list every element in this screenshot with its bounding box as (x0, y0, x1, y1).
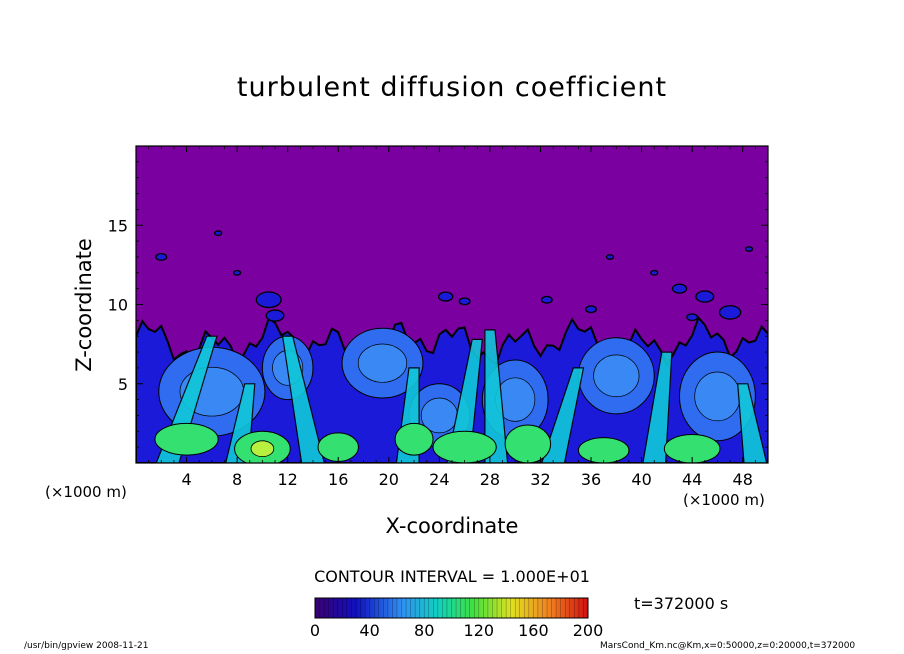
convective-cell-core (694, 371, 741, 422)
contour-interval-label: CONTOUR INTERVAL = 1.000E+01 (314, 567, 590, 586)
convective-cell-core (593, 354, 640, 398)
x-tick-label: 20 (379, 470, 399, 489)
turbulent-eddy (671, 283, 688, 294)
x-tick-label: 8 (232, 470, 242, 489)
turbulent-eddy (650, 269, 659, 276)
high-diffusion-patch (394, 422, 434, 456)
colorbar-stripes (319, 598, 584, 618)
colorbar-tick-label: 200 (573, 621, 604, 640)
chart-title: turbulent diffusion coefficient (236, 72, 668, 103)
colorbar-tick-label: 160 (518, 621, 549, 640)
x-tick-label: 40 (631, 470, 651, 489)
x-tick-label: 16 (328, 470, 348, 489)
x-unit-label-left: (×1000 m) (45, 483, 127, 501)
turbulent-eddy (437, 291, 454, 302)
x-tick-label: 24 (429, 470, 449, 489)
footer-right: MarsCond_Km.nc@Km,x=0:50000,z=0:20000,t=… (600, 641, 856, 651)
turbulent-eddy (718, 305, 742, 320)
y-tick-label: 15 (108, 216, 128, 235)
turbulent-plume (541, 367, 585, 463)
time-label: t=372000 s (634, 594, 729, 613)
turbulent-plume (737, 383, 768, 463)
colorbar-tick-label: 40 (359, 621, 379, 640)
high-diffusion-patch (154, 422, 219, 456)
x-tick-label: 36 (581, 470, 601, 489)
y-tick-label: 5 (118, 375, 128, 394)
turbulent-plume (642, 351, 673, 463)
y-tick-label: 10 (108, 296, 128, 315)
peak-diffusion-patch (250, 440, 275, 458)
turbulent-eddy (585, 305, 597, 314)
x-tick-label: 28 (480, 470, 500, 489)
turbulent-eddy (695, 290, 715, 303)
turbulent-plume (281, 335, 325, 463)
turbulent-eddy (686, 313, 699, 322)
turbulent-eddy (255, 291, 282, 309)
turbulent-eddy (213, 230, 223, 237)
x-unit-label-right: (×1000 m) (683, 491, 765, 509)
turbulent-eddy (155, 252, 168, 261)
turbulent-eddy (540, 295, 553, 304)
convective-cell-core (357, 343, 408, 383)
x-tick-label: 4 (181, 470, 191, 489)
x-tick-label: 32 (530, 470, 550, 489)
colorbar-tick-label: 80 (414, 621, 434, 640)
turbulent-eddy (232, 269, 242, 276)
high-diffusion-patch (504, 424, 552, 463)
turbulent-eddy (744, 246, 754, 252)
x-tick-label: 12 (278, 470, 298, 489)
footer-left: /usr/bin/gpview 2008-11-21 (24, 641, 149, 651)
colorbar-tick-label: 120 (464, 621, 495, 640)
x-axis-label: X-coordinate (385, 514, 519, 538)
turbulent-eddy (265, 309, 285, 322)
x-tick-label: 44 (682, 470, 702, 489)
high-diffusion-patch (432, 430, 497, 463)
turbulent-plume (484, 329, 509, 463)
turbulent-eddy (605, 254, 615, 260)
high-diffusion-patch (577, 437, 630, 463)
turbulence-field (136, 146, 768, 463)
colorbar: 0 40 80 120 160 200 (310, 597, 604, 640)
y-axis-label: Z-coordinate (72, 238, 96, 372)
colorbar-tick-label: 0 (310, 621, 320, 640)
colorbar-gradient (314, 597, 589, 619)
turbulent-eddy (458, 297, 471, 306)
x-tick-label: 48 (733, 470, 753, 489)
